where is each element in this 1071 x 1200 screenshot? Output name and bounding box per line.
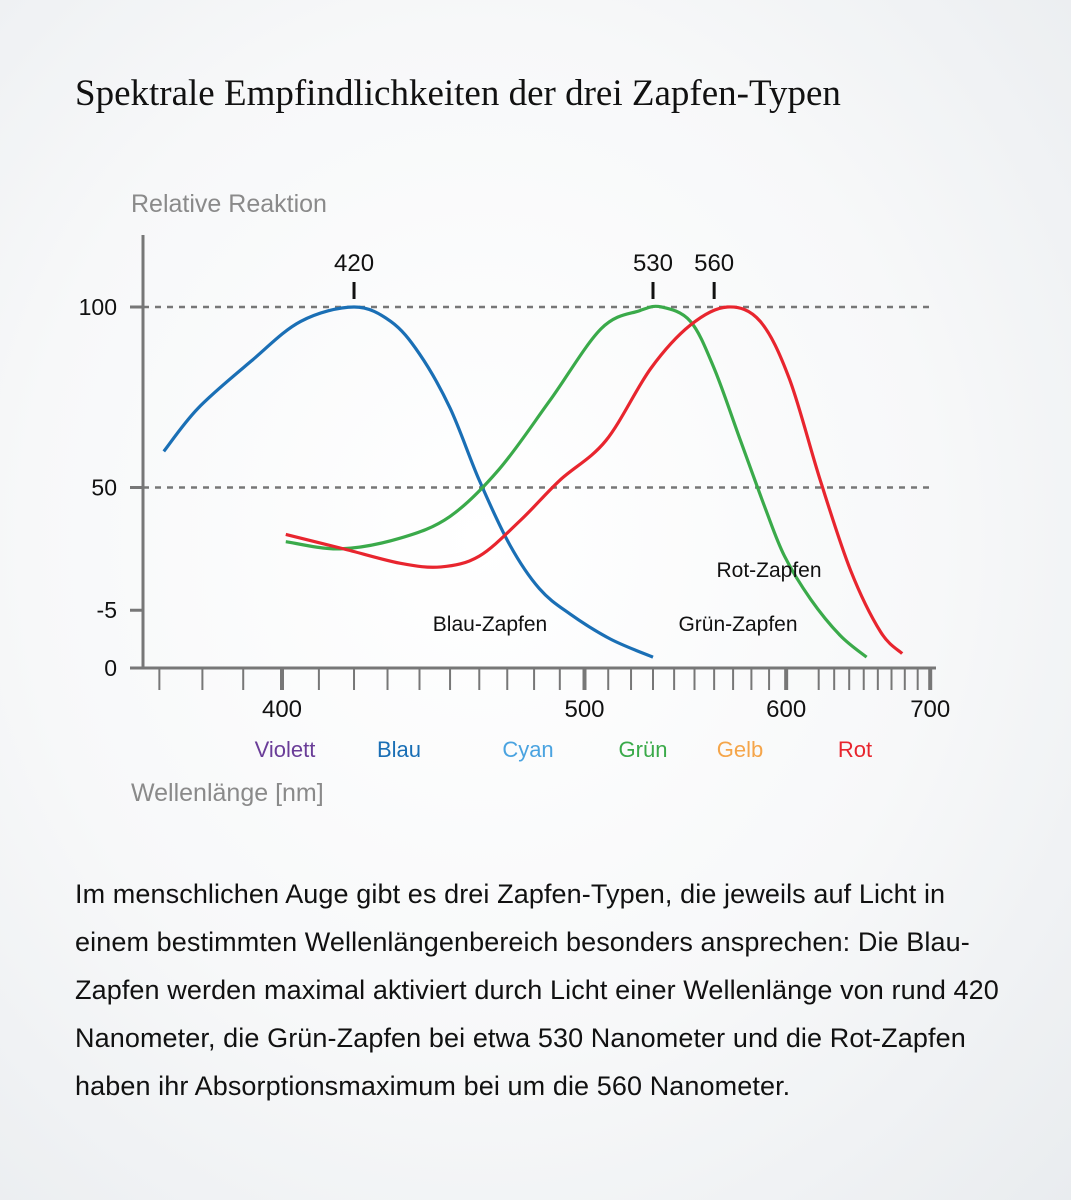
y-tick-label: 0: [104, 655, 117, 681]
y-tick-label: 100: [79, 294, 117, 320]
series-line: [285, 304, 868, 659]
series-label: Rot-Zapfen: [716, 559, 821, 582]
color-region-label: Gelb: [717, 737, 763, 762]
peak-label: 420: [334, 250, 374, 277]
y-axis-label: Relative Reaktion: [131, 190, 327, 218]
series-label: Grün-Zapfen: [678, 613, 797, 636]
color-region-label: Rot: [838, 737, 872, 762]
x-tick-label: 500: [564, 696, 604, 723]
x-axis-label: Wellenlänge [nm]: [131, 779, 324, 807]
color-region-label: Cyan: [502, 737, 553, 762]
x-tick-label: 400: [262, 696, 302, 723]
series-line: [285, 305, 904, 655]
series-line: [162, 305, 654, 659]
peak-label: 560: [694, 250, 734, 277]
color-region-label: Violett: [255, 737, 316, 762]
chart-title: Spektrale Empfindlichkeiten der drei Zap…: [75, 73, 841, 114]
peak-label: 530: [633, 250, 673, 277]
y-tick-label: -5: [97, 597, 117, 623]
color-region-label: Blau: [377, 737, 421, 762]
description-paragraph: Im menschlichen Auge gibt es drei Zapfen…: [75, 879, 999, 1101]
series-label: Blau-Zapfen: [433, 613, 547, 636]
y-tick-label: 50: [91, 475, 117, 501]
color-region-label: Grün: [619, 737, 668, 762]
x-tick-label: 600: [766, 696, 806, 723]
x-tick-label: 700: [910, 696, 950, 723]
